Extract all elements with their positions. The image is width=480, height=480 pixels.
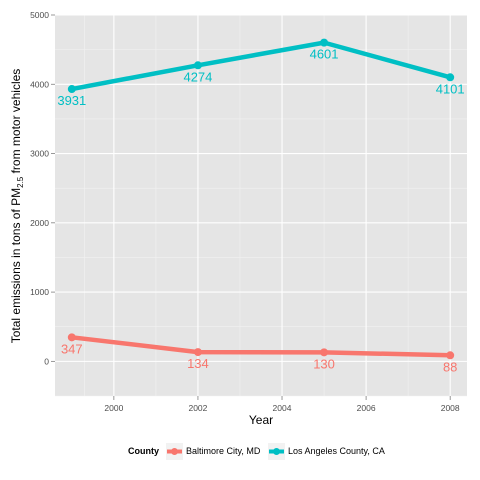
data-point-baltimore [193, 348, 202, 357]
data-point-baltimore [320, 348, 329, 357]
legend-title: County [128, 446, 159, 456]
legend-item-los-angeles: Los Angeles County, CA [268, 443, 385, 460]
legend-label-los-angeles: Los Angeles County, CA [288, 446, 385, 456]
data-label-baltimore: 88 [443, 359, 457, 374]
data-point-los-angeles [446, 73, 455, 82]
data-point-baltimore [446, 351, 455, 360]
legend: County Baltimore City, MD Los Angeles Co… [128, 443, 385, 460]
data-labels: 347 134 130 88 3931 4274 4601 4101 [57, 47, 464, 375]
x-tick-label: 2008 [441, 403, 460, 413]
legend-label-baltimore: Baltimore City, MD [186, 446, 261, 456]
y-axis-ticks: 0 1000 2000 3000 4000 5000 [30, 10, 55, 366]
grid-major [55, 14, 467, 396]
series-line-los-angeles [71, 40, 451, 92]
data-label-baltimore: 134 [187, 356, 209, 371]
legend-item-baltimore: Baltimore City, MD [166, 443, 261, 460]
data-label-los-angeles: 4601 [310, 47, 339, 62]
data-point-los-angeles [193, 61, 202, 70]
series-layer [67, 38, 455, 360]
x-axis-ticks: 2000 2002 2004 2006 2008 [104, 396, 460, 413]
x-tick-label: 2002 [188, 403, 207, 413]
y-tick-label: 5000 [30, 10, 49, 20]
data-point-baltimore [67, 333, 76, 342]
y-axis-title-suffix: from motor vehicles [9, 69, 23, 177]
x-axis-title: Year [249, 413, 273, 427]
plot-panel [55, 15, 467, 396]
x-tick-label: 2000 [104, 403, 123, 413]
grid-minor [55, 15, 467, 397]
data-label-los-angeles: 3931 [57, 93, 86, 108]
x-tick-label: 2004 [273, 403, 292, 413]
y-axis-title-main: Total emissions in tons of PM [9, 188, 23, 343]
y-tick-label: 0 [44, 356, 49, 366]
y-tick-label: 1000 [30, 287, 49, 297]
legend-key-point-los-angeles [273, 448, 280, 455]
y-axis-title-subscript: 2.5 [16, 176, 25, 188]
series-line-baltimore [71, 335, 451, 358]
legend-key-point-baltimore [171, 448, 178, 455]
x-tick-label: 2006 [357, 403, 376, 413]
y-tick-label: 3000 [30, 149, 49, 159]
data-point-los-angeles [320, 38, 329, 47]
data-label-los-angeles: 4101 [436, 81, 465, 96]
data-label-baltimore: 130 [313, 356, 335, 371]
data-point-los-angeles [67, 85, 76, 94]
y-tick-label: 2000 [30, 218, 49, 228]
data-label-los-angeles: 4274 [183, 69, 212, 84]
data-label-baltimore: 347 [61, 341, 83, 356]
y-tick-label: 4000 [30, 79, 49, 89]
y-axis-title: Total emissions in tons of PM2.5 from mo… [9, 69, 25, 344]
